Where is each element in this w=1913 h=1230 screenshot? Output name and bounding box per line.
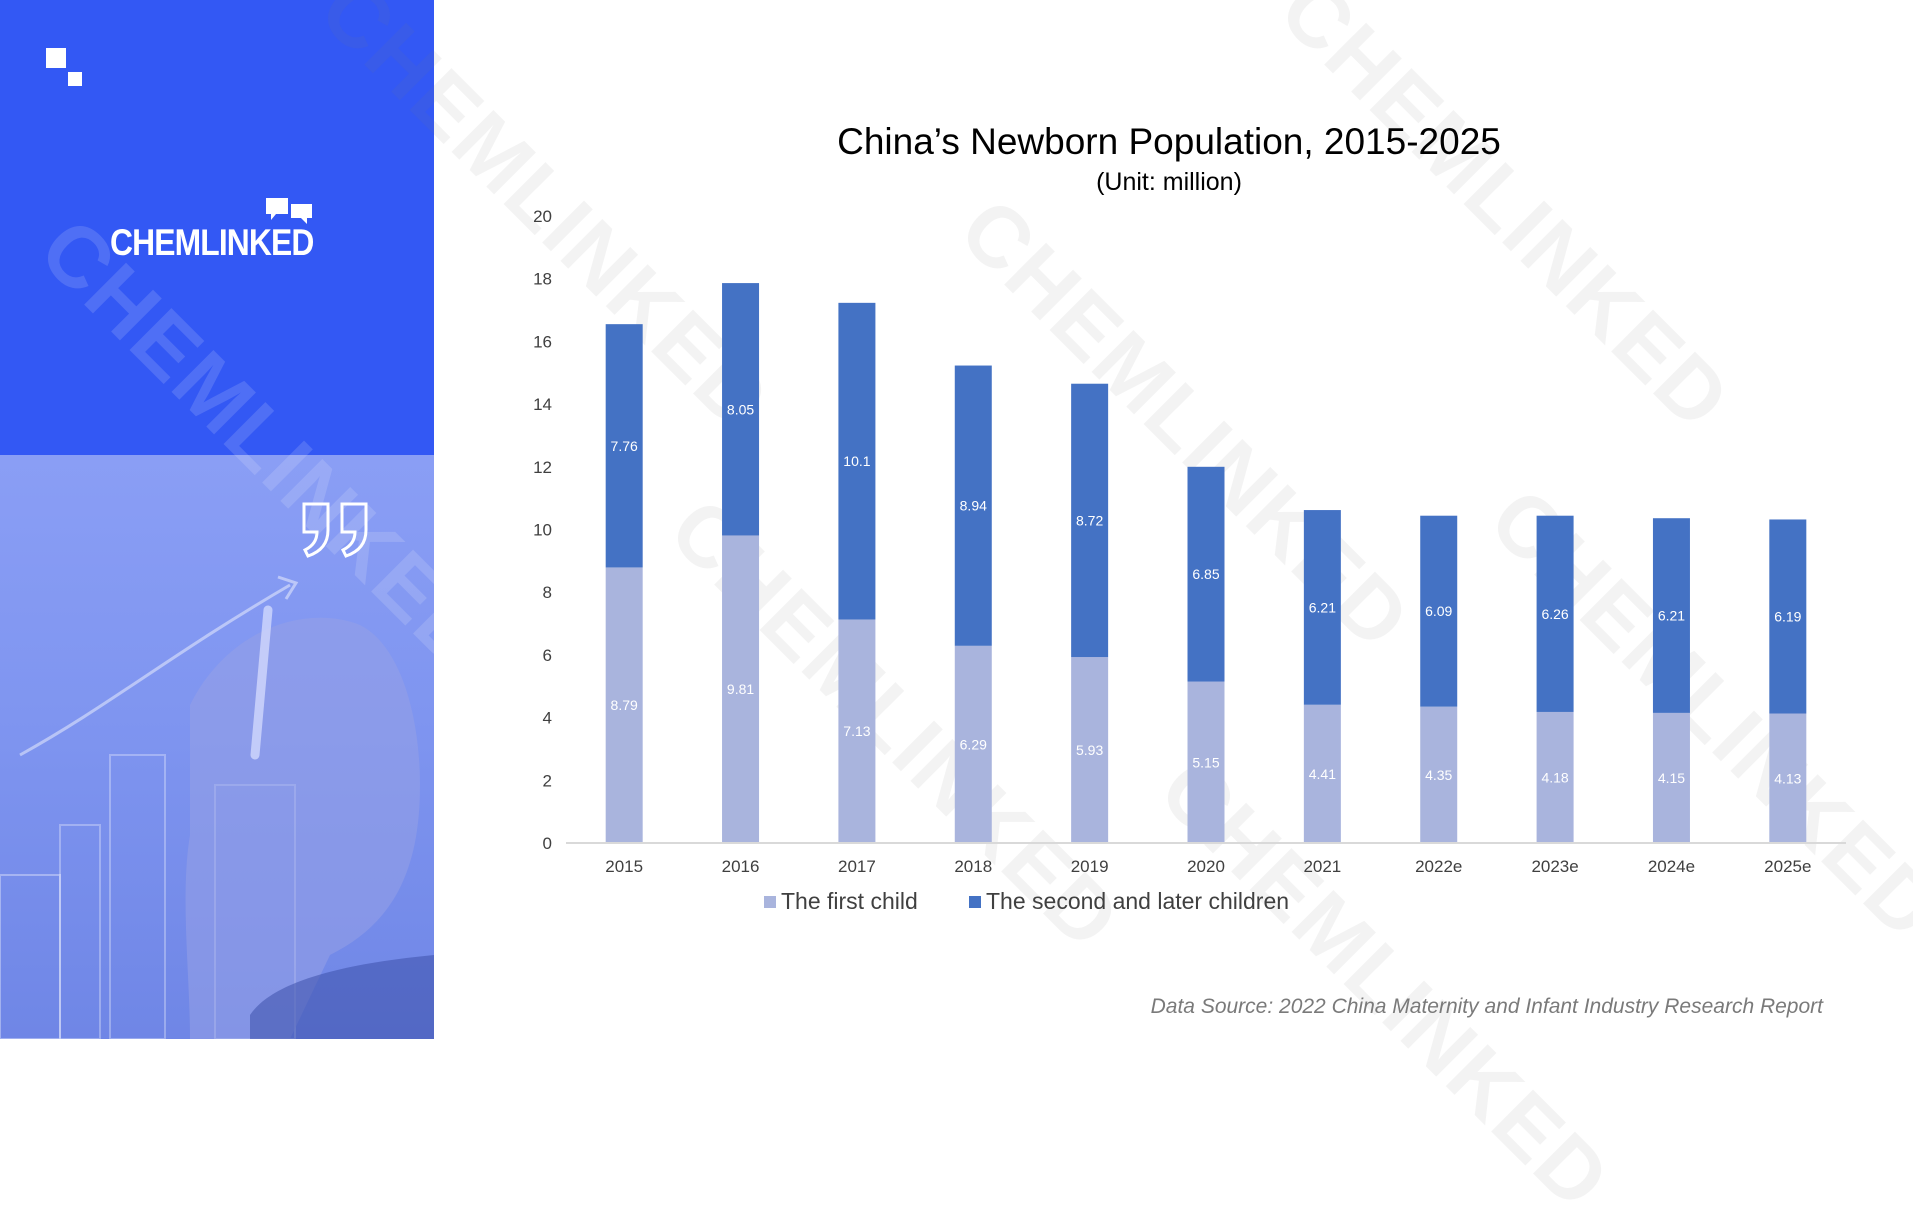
bar-value-label: 8.72 bbox=[1076, 512, 1103, 528]
bar-first-child bbox=[1303, 704, 1341, 843]
bar-first-child bbox=[1420, 706, 1458, 843]
chemlinked-logo: CHEMLINKED bbox=[110, 196, 320, 266]
x-tick-label: 2017 bbox=[838, 857, 876, 876]
bar-second-later-children bbox=[1420, 515, 1458, 707]
legend-label: The second and later children bbox=[986, 888, 1289, 914]
bar-second-later-children bbox=[954, 365, 992, 646]
bar-value-label: 8.05 bbox=[727, 401, 754, 417]
y-tick-label: 8 bbox=[543, 583, 552, 602]
bar-value-label: 5.93 bbox=[1076, 742, 1103, 758]
x-tick-label: 2020 bbox=[1187, 857, 1225, 876]
x-axis: 2015 2016 2017 2018 2019 2020 2021 2022e 2023e 20… bbox=[605, 857, 1811, 876]
bar-first-child bbox=[1536, 711, 1574, 843]
x-tick-label: 2023e bbox=[1531, 857, 1578, 876]
bar-value-label: 7.13 bbox=[843, 723, 870, 739]
x-tick-label: 2024e bbox=[1648, 857, 1695, 876]
bar-value-label: 4.15 bbox=[1658, 770, 1685, 786]
bar-value-label: 4.41 bbox=[1309, 766, 1336, 782]
bar-first-child bbox=[1769, 713, 1807, 843]
bar-first-child bbox=[954, 645, 992, 843]
x-tick-label: 2021 bbox=[1303, 857, 1341, 876]
bar-second-later-children bbox=[1303, 510, 1341, 705]
bar-value-label: 4.35 bbox=[1425, 767, 1452, 783]
y-tick-label: 14 bbox=[533, 395, 552, 414]
logo-wordmark: CHEMLINKED bbox=[110, 222, 314, 263]
sidebar-panel: CHEMLINKED bbox=[0, 0, 434, 1039]
chart-subtitle: (Unit: million) bbox=[1096, 168, 1242, 196]
bar-value-label: 8.94 bbox=[960, 498, 987, 514]
x-tick-label: 2015 bbox=[605, 857, 643, 876]
x-tick-label: 2022e bbox=[1415, 857, 1462, 876]
y-tick-label: 6 bbox=[543, 646, 552, 665]
y-tick-label: 10 bbox=[533, 521, 552, 540]
bar-value-label: 8.79 bbox=[611, 697, 638, 713]
bar-value-label: 6.19 bbox=[1774, 608, 1801, 624]
bar-series: 8.79 7.76 9.81 8.05 7.13 10.1 6.29 8.94 5.93 8.72… bbox=[605, 283, 1807, 843]
data-source-note: Data Source: 2022 China Maternity and In… bbox=[1150, 995, 1823, 1018]
bar-value-label: 6.21 bbox=[1309, 599, 1336, 615]
bar-second-later-children bbox=[1071, 383, 1109, 658]
bar-first-child bbox=[1187, 681, 1225, 843]
bar-first-child bbox=[605, 567, 643, 843]
squares-icon bbox=[46, 48, 86, 88]
legend-swatch-first-child bbox=[764, 896, 776, 908]
y-tick-label: 18 bbox=[533, 270, 552, 289]
bar-value-label: 7.76 bbox=[611, 438, 638, 454]
chart-title: China’s Newborn Population, 2015-2025 bbox=[837, 121, 1501, 162]
bar-second-later-children bbox=[1652, 518, 1690, 713]
bar-value-label: 5.15 bbox=[1192, 754, 1219, 770]
bar-value-label: 6.29 bbox=[960, 736, 987, 752]
x-tick-label: 2016 bbox=[722, 857, 760, 876]
bar-second-later-children bbox=[605, 324, 643, 568]
chart-legend: The first child The second and later chil… bbox=[764, 888, 1289, 914]
bar-value-label: 6.85 bbox=[1192, 566, 1219, 582]
chat-bubbles-icon bbox=[266, 198, 312, 224]
bar-first-child bbox=[1652, 712, 1690, 843]
newborn-population-chart: China’s Newborn Population, 2015-2025 (U… bbox=[533, 121, 1846, 914]
y-tick-label: 0 bbox=[543, 834, 552, 853]
bar-first-child bbox=[1071, 657, 1109, 843]
y-tick-label: 2 bbox=[543, 771, 552, 790]
y-tick-label: 16 bbox=[533, 332, 552, 351]
bar-second-later-children bbox=[1769, 519, 1807, 714]
bar-value-label: 4.18 bbox=[1541, 769, 1568, 785]
bar-value-label: 6.09 bbox=[1425, 603, 1452, 619]
legend-label: The first child bbox=[781, 888, 918, 914]
y-tick-label: 20 bbox=[533, 207, 552, 226]
bar-first-child bbox=[838, 619, 876, 843]
legend-swatch-second-later bbox=[969, 896, 981, 908]
y-axis: 0 2 4 6 8 10 12 14 16 18 20 bbox=[533, 207, 552, 853]
quote-icon bbox=[302, 502, 368, 558]
y-tick-label: 4 bbox=[543, 709, 552, 728]
chart-panel: China’s Newborn Population, 2015-2025 (U… bbox=[434, 0, 1913, 1039]
bar-value-label: 6.26 bbox=[1541, 606, 1568, 622]
bar-value-label: 10.1 bbox=[843, 453, 870, 469]
bar-second-later-children bbox=[1536, 515, 1574, 712]
x-tick-label: 2019 bbox=[1071, 857, 1109, 876]
hand-chart-illustration bbox=[0, 575, 434, 1039]
bar-second-later-children bbox=[1187, 466, 1225, 682]
x-tick-label: 2025e bbox=[1764, 857, 1811, 876]
bar-value-label: 9.81 bbox=[727, 681, 754, 697]
bar-second-later-children bbox=[722, 283, 760, 536]
bar-value-label: 4.13 bbox=[1774, 770, 1801, 786]
y-tick-label: 12 bbox=[533, 458, 552, 477]
bar-value-label: 6.21 bbox=[1658, 608, 1685, 624]
bar-first-child bbox=[722, 535, 760, 843]
x-tick-label: 2018 bbox=[954, 857, 992, 876]
bar-second-later-children bbox=[838, 302, 876, 620]
